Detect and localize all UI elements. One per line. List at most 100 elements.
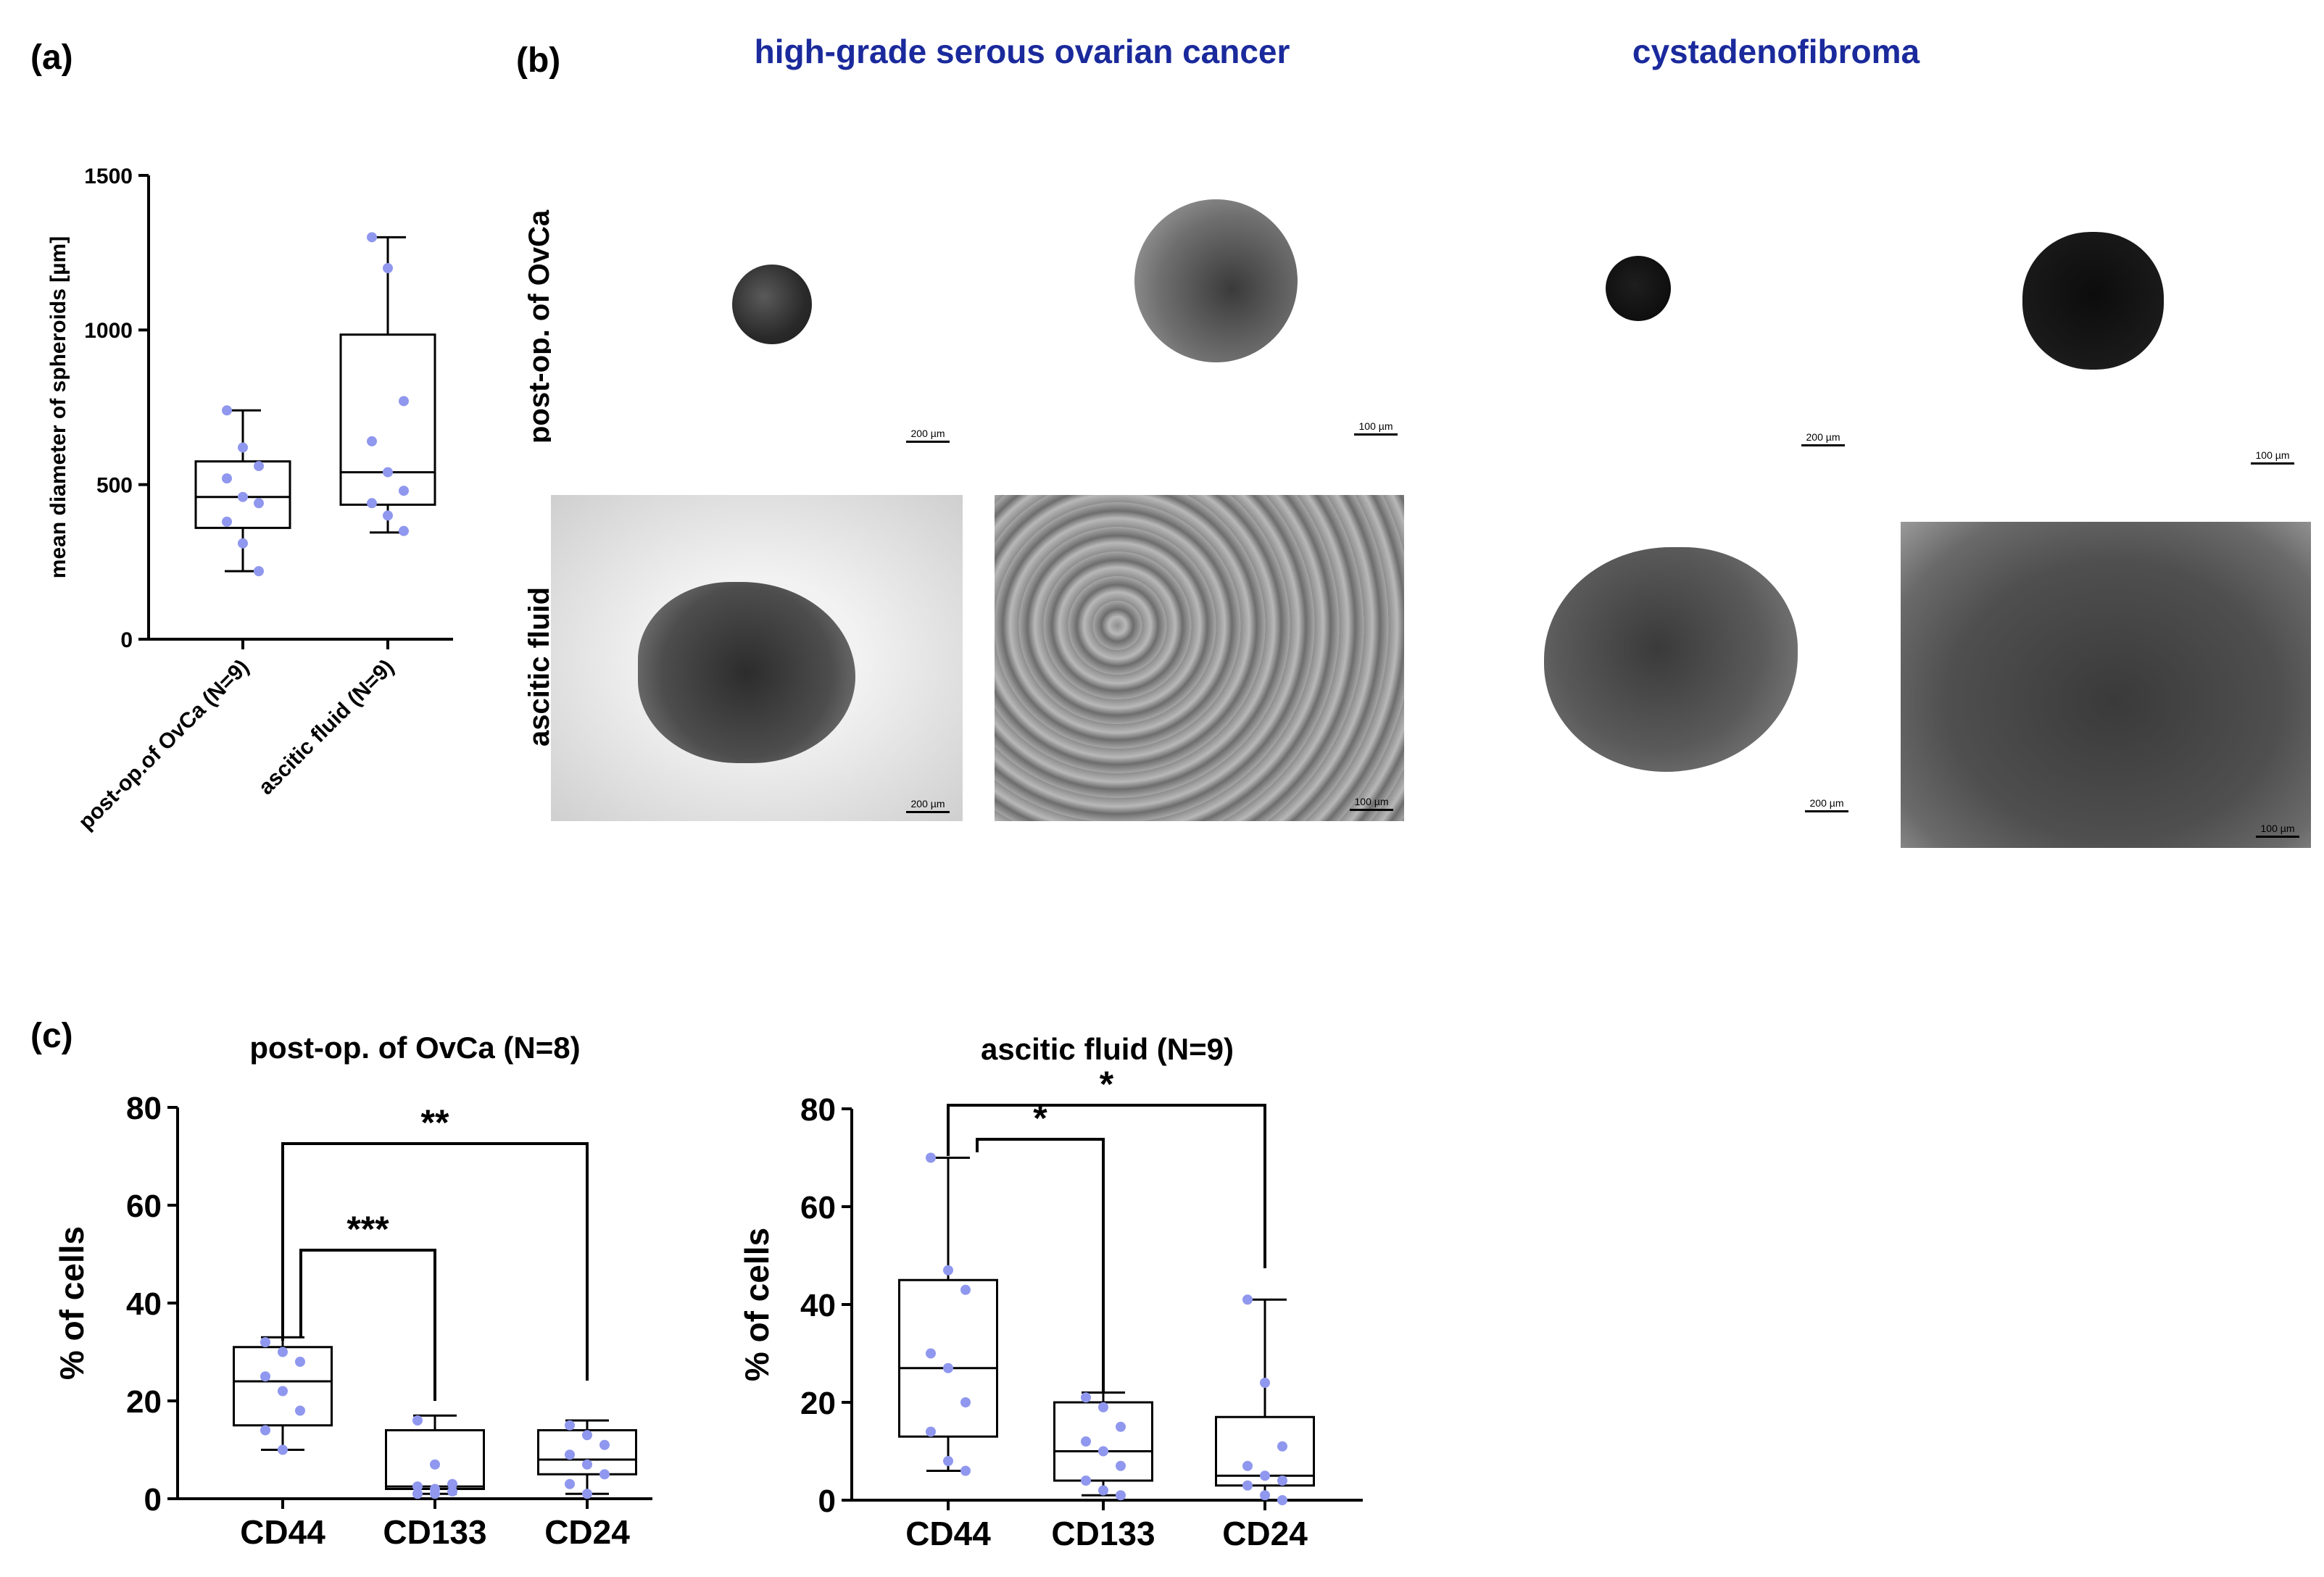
box-iqr — [1215, 1415, 1315, 1487]
scale-bar-100: 100 µm — [2256, 823, 2299, 838]
data-point — [1260, 1470, 1270, 1481]
scale-bar-100: 100 µm — [1350, 796, 1393, 811]
data-point — [412, 1415, 423, 1426]
data-point — [1098, 1446, 1108, 1457]
data-point — [943, 1362, 953, 1373]
spheroid-image — [1606, 256, 1671, 321]
data-point — [399, 525, 409, 536]
data-point — [383, 510, 393, 521]
data-point — [565, 1478, 575, 1489]
x-tick-label: CD44 — [905, 1515, 991, 1552]
data-point — [412, 1481, 423, 1492]
aggregate-image — [1544, 547, 1798, 772]
data-point — [1260, 1490, 1270, 1501]
data-point — [1081, 1436, 1091, 1447]
data-point — [367, 498, 377, 509]
column-title-cystadenofibroma: cystadenofibroma — [1632, 33, 1920, 70]
y-axis-label: mean diameter of spheroids [µm] — [46, 236, 70, 578]
data-point — [599, 1439, 610, 1450]
significance-stars: ** — [421, 1102, 449, 1143]
data-point — [599, 1469, 610, 1480]
data-point — [1242, 1460, 1253, 1471]
y-axis-label: % of cells — [738, 1228, 776, 1381]
significance-bracket — [976, 1138, 1105, 1394]
data-point — [1081, 1392, 1091, 1403]
y-tick-label: 20 — [800, 1386, 836, 1421]
y-tick-label: 60 — [126, 1189, 162, 1224]
scale-bar-200: 200 µm — [906, 428, 950, 443]
significance-bracket — [299, 1249, 436, 1401]
data-point — [222, 405, 232, 416]
data-point — [367, 232, 377, 243]
scale-bar-100: 100 µm — [2251, 449, 2294, 465]
significance-stars: * — [1033, 1098, 1047, 1139]
spheroid-image — [732, 265, 812, 344]
micrograph-hgsoc-ascitic-100um: 100 µm — [995, 495, 1404, 821]
data-point — [383, 467, 393, 478]
data-point — [260, 1425, 270, 1436]
panel-label-b: (b) — [516, 41, 561, 80]
data-point — [447, 1478, 457, 1489]
significance-stars: * — [1100, 1064, 1114, 1104]
data-point — [383, 263, 393, 273]
data-point — [447, 1486, 457, 1497]
data-point — [399, 486, 409, 496]
x-tick-label: post-op.of OvCa (N=9) — [74, 655, 254, 835]
micrograph-hgsoc-ascitic-200um: 200 µm — [551, 495, 963, 821]
data-point — [278, 1347, 288, 1357]
significance-stars: *** — [346, 1209, 389, 1249]
data-point — [926, 1348, 936, 1359]
data-point — [582, 1430, 592, 1441]
data-point — [582, 1459, 592, 1470]
data-point — [254, 461, 264, 472]
data-point — [260, 1337, 270, 1347]
data-point — [1277, 1495, 1287, 1505]
data-point — [238, 538, 248, 549]
data-point — [412, 1489, 423, 1499]
data-point — [295, 1405, 305, 1416]
micrograph-cyst-postop-100um: 100 µm — [1856, 130, 2320, 471]
data-point — [1116, 1490, 1126, 1501]
x-tick-label: CD133 — [383, 1513, 486, 1551]
chart-title: post-op. of OvCa (N=8) — [249, 1031, 580, 1065]
data-point — [1277, 1476, 1287, 1486]
y-tick-label: 0 — [120, 628, 133, 652]
y-tick-label: 80 — [126, 1091, 162, 1126]
data-point — [926, 1152, 936, 1163]
data-point — [430, 1489, 440, 1499]
x-tick-label: ascitic fluid (N=9) — [254, 655, 399, 800]
data-point — [582, 1489, 592, 1499]
micrograph-cyst-ascitic-200um: 200 µm — [1493, 529, 1863, 819]
y-tick-label: 1500 — [84, 165, 133, 188]
data-point — [1098, 1402, 1108, 1412]
data-point — [1116, 1421, 1126, 1432]
y-tick-label: 1000 — [84, 319, 133, 343]
significance-bracket — [947, 1104, 1266, 1268]
data-point — [1116, 1460, 1126, 1471]
x-tick-label: CD133 — [1051, 1515, 1155, 1552]
data-point — [1081, 1476, 1091, 1486]
data-point — [565, 1449, 575, 1460]
y-tick-label: 20 — [126, 1384, 162, 1420]
x-tick-label: CD24 — [1222, 1515, 1308, 1552]
micrograph-cyst-postop-200um: 200 µm — [1424, 130, 1845, 464]
data-point — [254, 498, 264, 509]
data-point — [943, 1265, 953, 1276]
y-axis-label: % of cells — [53, 1226, 91, 1380]
data-point — [1277, 1441, 1287, 1452]
y-tick-label: 0 — [818, 1484, 836, 1519]
data-point — [1242, 1294, 1253, 1305]
data-point — [260, 1371, 270, 1382]
chart-title: ascitic fluid (N=9) — [981, 1032, 1234, 1066]
chart-postop-markers: 0 20 40 60 80 % of cells post-op. of OvCa (N=8… — [53, 1031, 652, 1551]
data-point — [960, 1465, 971, 1476]
data-point — [1260, 1378, 1270, 1388]
data-point — [278, 1386, 288, 1397]
y-tick-label: 80 — [800, 1092, 836, 1128]
micrograph-cyst-ascitic-100um: 100 µm — [1901, 522, 2311, 848]
spheroid-image — [1134, 199, 1298, 362]
data-point — [565, 1420, 575, 1431]
data-point — [278, 1444, 288, 1455]
data-point — [222, 473, 232, 484]
data-point — [960, 1397, 971, 1407]
